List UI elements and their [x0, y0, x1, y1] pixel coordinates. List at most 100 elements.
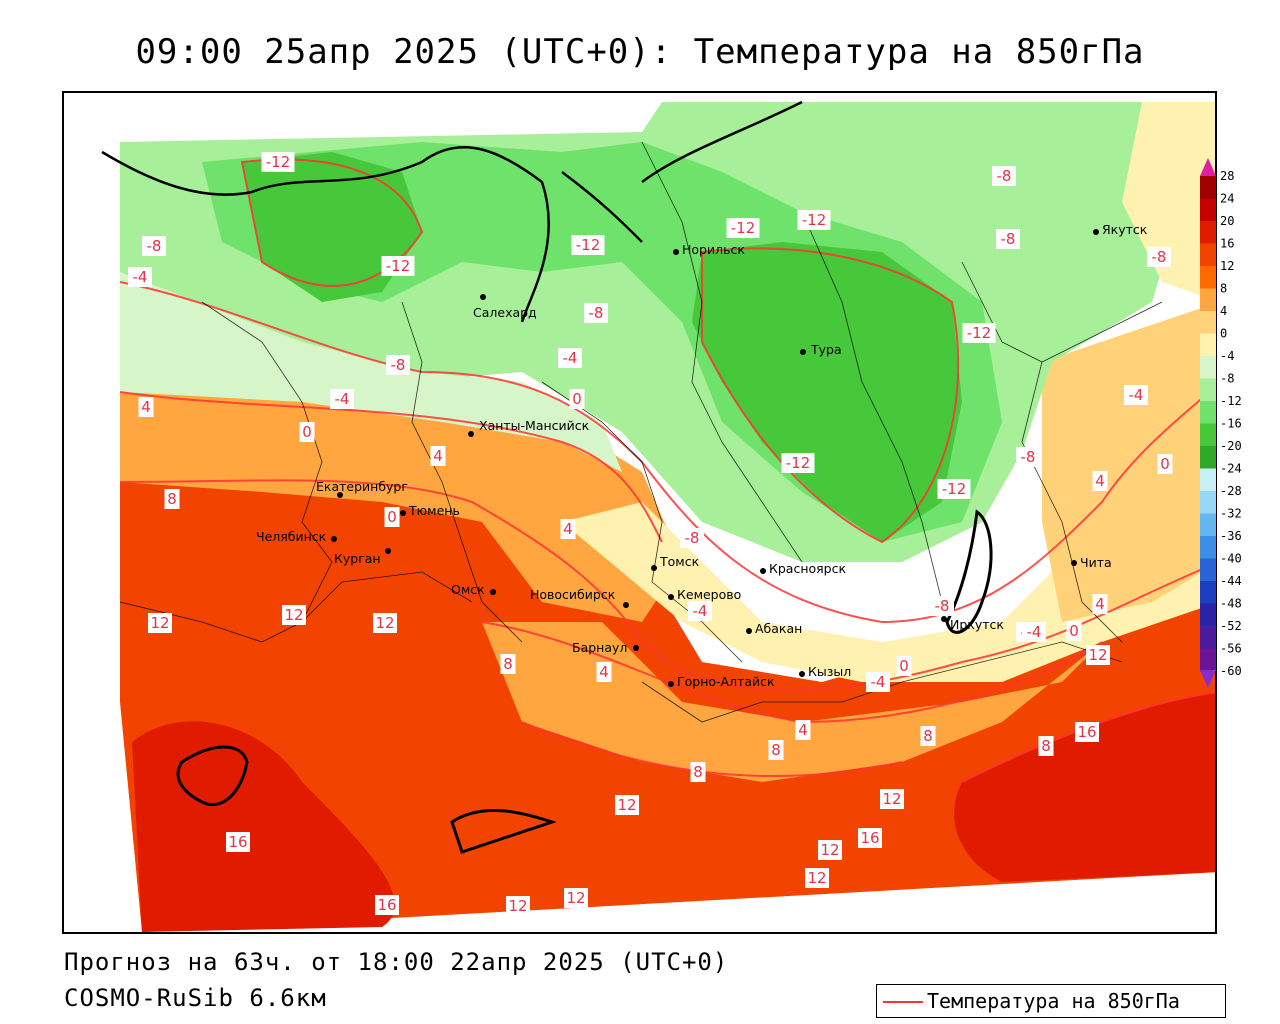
isotherm-label: 12 — [148, 613, 172, 633]
isotherm-label: -4 — [688, 601, 712, 621]
colorbar-tick-label: -60 — [1220, 664, 1242, 678]
svg-text:8: 8 — [923, 727, 933, 745]
svg-text:12: 12 — [820, 841, 839, 859]
city-marker: Ханты-Мансийск — [468, 418, 590, 437]
isotherm-label: 0 — [896, 656, 912, 676]
colorbar-tick-label: 16 — [1220, 237, 1234, 251]
forecast-info: Прогноз на 63ч. от 18:00 22апр 2025 (UTC… — [64, 948, 729, 976]
colorbar-tick-label: 12 — [1220, 259, 1234, 273]
city-label: Курган — [334, 551, 381, 566]
isotherm-label: -12 — [571, 235, 605, 255]
city-marker: Тура — [800, 342, 842, 357]
isotherm-label: 0 — [1157, 454, 1173, 474]
colorbar-tick-label: -48 — [1220, 597, 1242, 611]
city-dot — [490, 589, 496, 595]
isotherm-label: -4 — [1022, 622, 1046, 642]
colorbar-swatch — [1200, 536, 1216, 559]
city-label: Салехард — [473, 305, 537, 320]
city-label: Екатеринбург — [316, 479, 408, 494]
isotherm-label: 8 — [690, 762, 706, 782]
field-hot-east — [954, 692, 1215, 882]
city-label: Норильск — [682, 242, 745, 257]
svg-text:4: 4 — [1095, 595, 1105, 613]
isotherm-label: 12 — [615, 795, 639, 815]
isotherm-label: 8 — [500, 654, 516, 674]
svg-text:4: 4 — [563, 520, 573, 538]
svg-text:12: 12 — [508, 897, 527, 915]
city-dot — [941, 616, 947, 622]
svg-text:-4: -4 — [335, 390, 350, 408]
svg-text:0: 0 — [572, 390, 582, 408]
svg-text:8: 8 — [503, 655, 513, 673]
isotherm-label: -8 — [992, 166, 1016, 186]
city-dot — [1093, 229, 1099, 235]
city-label: Ханты-Мансийск — [479, 418, 590, 433]
isotherm-label: 0 — [569, 389, 585, 409]
colorbar-swatch — [1200, 513, 1216, 537]
colorbar-tick-label: 28 — [1220, 169, 1234, 183]
isotherm-label: -8 — [584, 303, 608, 323]
isotherm-label: -8 — [386, 355, 410, 375]
svg-text:-12: -12 — [731, 219, 756, 237]
isotherm-label: 4 — [138, 397, 154, 417]
city-marker: Норильск — [673, 242, 745, 257]
city-marker: Екатеринбург — [316, 479, 408, 498]
cities: Норильск Якутск Салехард Тура Ханты-Мансийск… — [256, 222, 1148, 689]
field-warm-band — [482, 622, 1102, 782]
legend-label: Температура на 850гПа — [927, 989, 1180, 1013]
svg-text:-8: -8 — [589, 304, 604, 322]
city-label: Тюмень — [408, 503, 460, 518]
colorbar-swatch — [1200, 648, 1216, 672]
lake-baikal — [945, 509, 993, 634]
city-dot — [799, 671, 805, 677]
isotherm-label: 4 — [1092, 471, 1108, 491]
city-marker: Чита — [1071, 555, 1112, 570]
lake-balkhash — [450, 809, 557, 854]
field-cool-band — [562, 382, 1215, 682]
city-dot — [633, 645, 639, 651]
city-dot — [468, 431, 474, 437]
city-dot — [668, 681, 674, 687]
city-marker: Омск — [451, 582, 496, 597]
svg-text:8: 8 — [167, 490, 177, 508]
svg-text:4: 4 — [599, 663, 609, 681]
colorbar-swatch — [1200, 581, 1216, 604]
city-dot — [623, 602, 629, 608]
boundaries — [119, 141, 1163, 723]
isotherm-label: 4 — [560, 519, 576, 539]
isotherm-label: 4 — [795, 720, 811, 740]
isotherm-label: 4 — [1092, 594, 1108, 614]
colorbar-swatch — [1200, 401, 1216, 424]
svg-text:-12: -12 — [802, 211, 827, 229]
colorbar-tick-label: -12 — [1220, 394, 1242, 408]
isotherm-label: -8 — [1016, 447, 1040, 467]
svg-text:-8: -8 — [1001, 230, 1016, 248]
city-marker: Якутск — [1093, 222, 1148, 237]
isotherm-label: -12 — [797, 210, 831, 230]
city-marker: Красноярск — [760, 561, 846, 576]
colorbar-tick-label: 4 — [1220, 304, 1227, 318]
colorbar-tick-label: -36 — [1220, 529, 1242, 543]
colorbar-swatch — [1200, 333, 1216, 357]
city-label: Чита — [1080, 555, 1112, 570]
svg-text:-4: -4 — [693, 602, 708, 620]
isotherm-label: 12 — [818, 840, 842, 860]
city-marker: Новосибирск — [530, 587, 629, 608]
legend-line-swatch — [883, 1001, 923, 1003]
map-frame: -12 -12 -12 -12 -8 -12 -8 -8 -8 -8 -8 -12 -4 -4 -8 -4 -4… — [62, 91, 1217, 934]
colorbar-swatch — [1200, 198, 1216, 222]
isotherm-label: 16 — [1075, 722, 1099, 742]
colorbar-swatch — [1200, 626, 1216, 649]
city-dot — [1071, 560, 1077, 566]
svg-text:-12: -12 — [967, 324, 992, 342]
field-ne-pale — [1122, 102, 1215, 301]
city-marker: Абакан — [746, 621, 802, 636]
city-marker: Барнаул — [572, 640, 639, 655]
svg-text:-4: -4 — [1027, 623, 1042, 641]
isotherm-label: 16 — [226, 832, 250, 852]
svg-text:-8: -8 — [147, 237, 162, 255]
colorbar-swatch — [1200, 176, 1216, 199]
isotherm-label: 4 — [596, 662, 612, 682]
svg-text:0: 0 — [302, 423, 312, 441]
colorbar-tick-label: 24 — [1220, 192, 1234, 206]
